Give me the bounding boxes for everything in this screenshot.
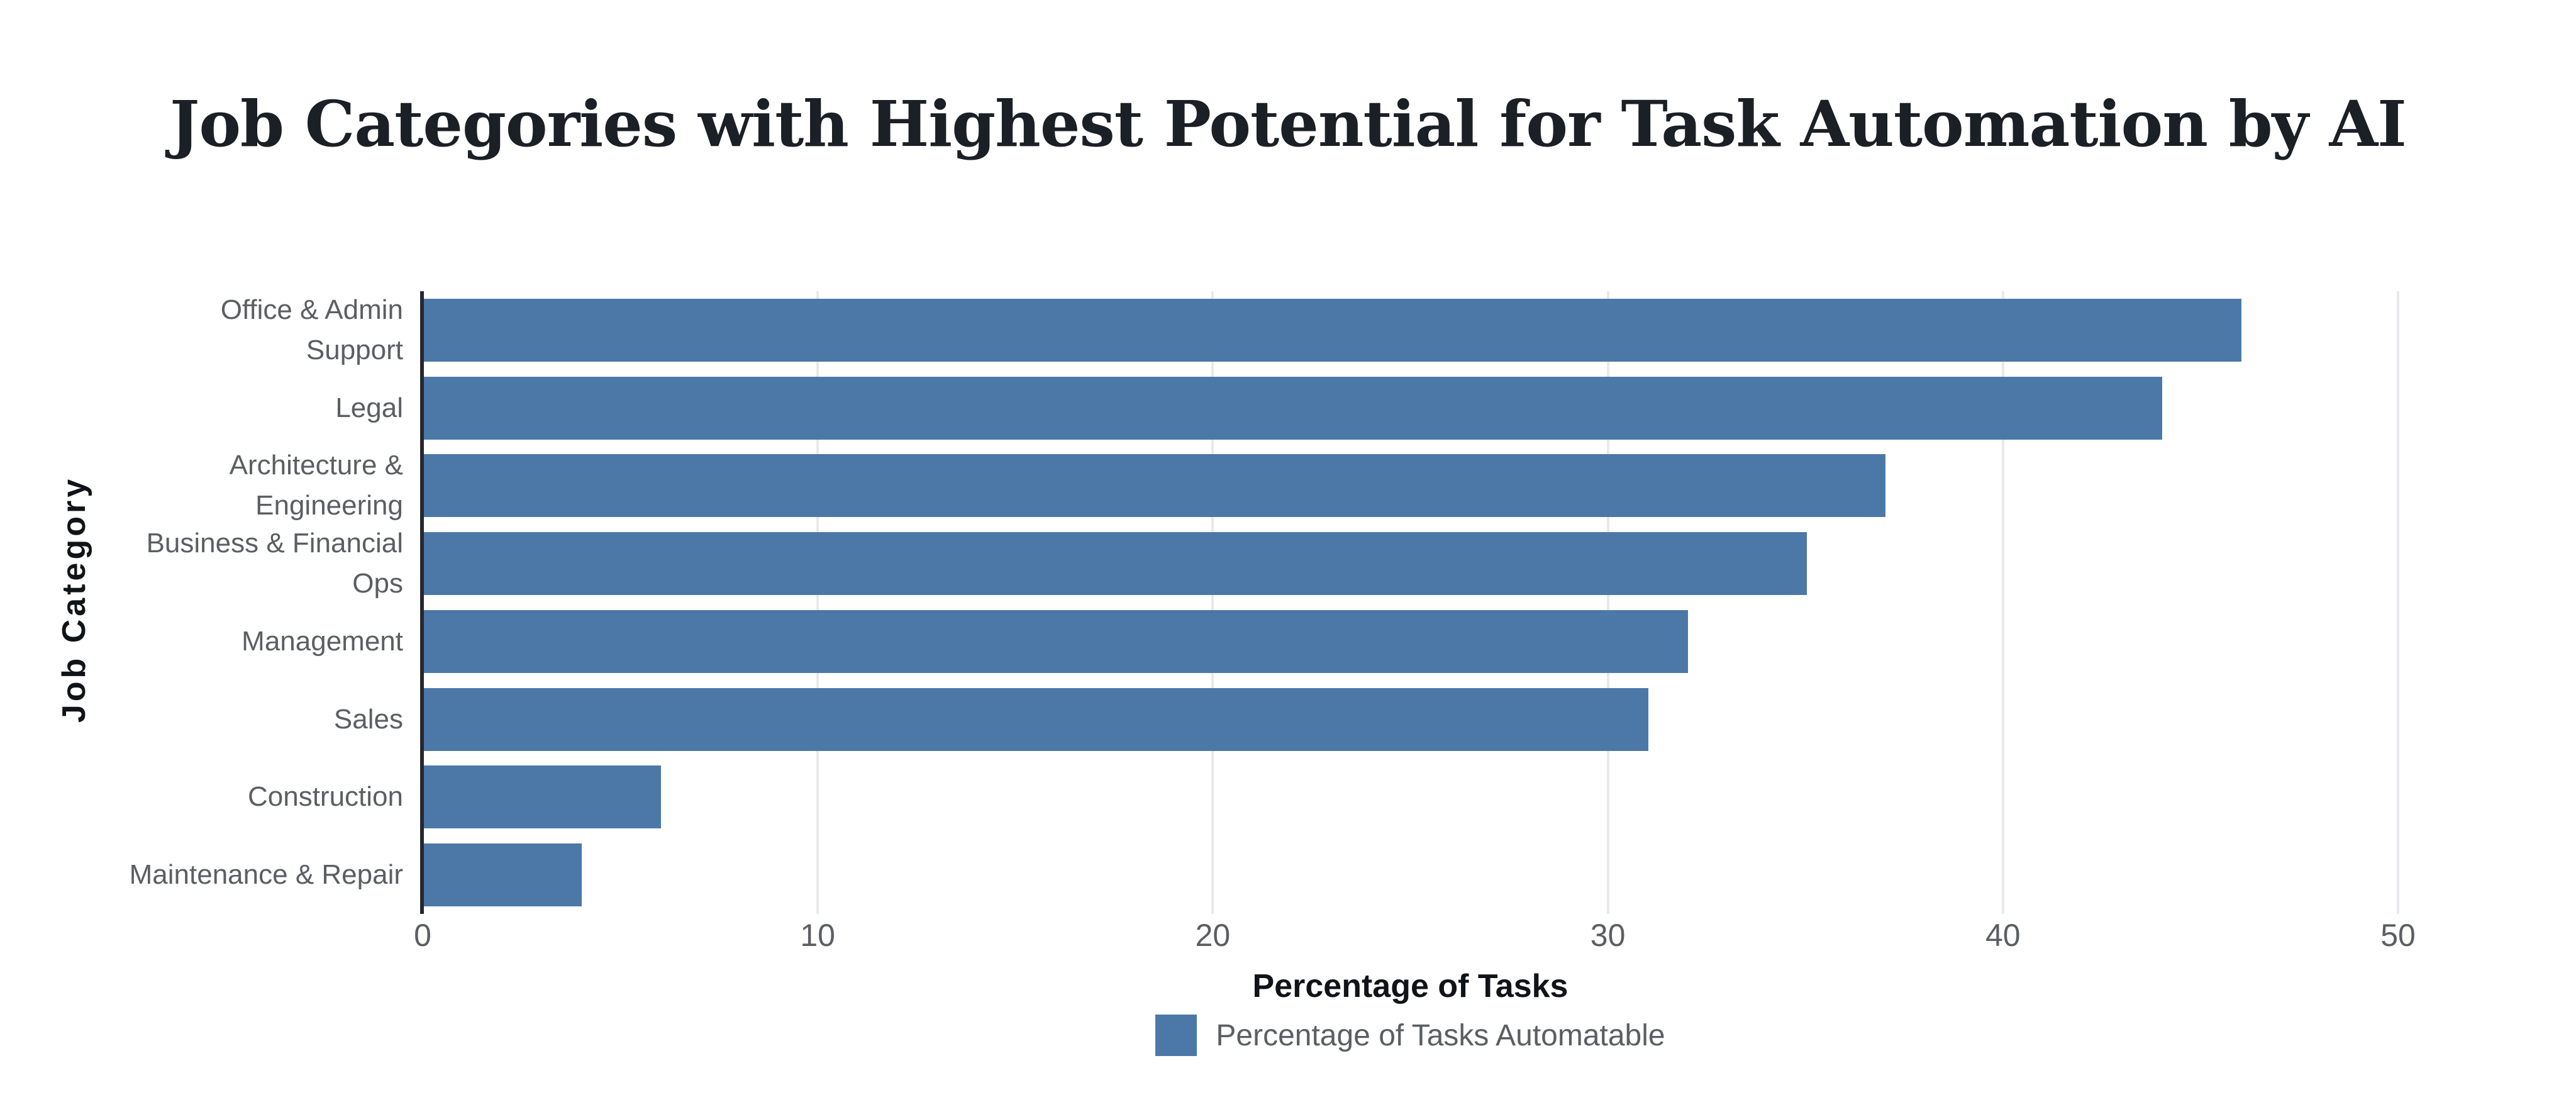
bar bbox=[424, 609, 1689, 673]
x-axis-tick-label: 30 bbox=[1590, 918, 1626, 953]
x-axis-tick-label: 40 bbox=[1985, 918, 2021, 953]
legend-label: Percentage of Tasks Automatable bbox=[1216, 1018, 1665, 1052]
chart-title: Job Categories with Highest Potential fo… bbox=[170, 87, 2407, 161]
y-axis-label: Construction bbox=[247, 781, 403, 813]
y-axis-label: Business & Financial Ops bbox=[146, 528, 403, 599]
x-axis-tick-label: 50 bbox=[2380, 918, 2416, 953]
gridline-x-20 bbox=[1211, 291, 1214, 914]
bar bbox=[424, 532, 1807, 596]
gridline-x-50 bbox=[2397, 291, 2399, 914]
gridline-x-30 bbox=[1606, 291, 1609, 914]
gridline-x-10 bbox=[816, 291, 819, 914]
bar bbox=[424, 687, 1649, 751]
bar bbox=[424, 765, 661, 829]
y-axis-labels: Office & Admin Support Legal Architecture … bbox=[0, 291, 412, 914]
x-axis-tick-labels: 0 10 20 30 40 50 bbox=[414, 917, 2416, 955]
y-axis-domain-line bbox=[420, 291, 424, 914]
y-axis-label: Sales bbox=[333, 703, 403, 735]
x-axis-tick-label: 10 bbox=[800, 918, 835, 953]
y-axis-label: Maintenance & Repair bbox=[129, 859, 403, 891]
bar bbox=[424, 376, 2163, 440]
x-axis-tick-label: 20 bbox=[1195, 918, 1231, 953]
y-axis-label: Office & Admin Support bbox=[220, 294, 403, 365]
y-axis-label: Management bbox=[242, 625, 403, 657]
bar bbox=[424, 298, 2241, 362]
plot-area bbox=[420, 291, 2399, 914]
y-axis-label: Architecture & Engineering bbox=[229, 450, 403, 521]
legend: Percentage of Tasks Automatable bbox=[423, 1010, 2398, 1060]
x-axis-title: Percentage of Tasks bbox=[1252, 968, 1568, 1004]
legend-swatch bbox=[1155, 1015, 1197, 1056]
y-axis-label: Legal bbox=[335, 392, 403, 423]
bar bbox=[424, 843, 582, 907]
x-axis-tick-label: 0 bbox=[414, 918, 431, 953]
bar bbox=[424, 454, 1886, 518]
gridline-x-40 bbox=[2001, 291, 2004, 914]
